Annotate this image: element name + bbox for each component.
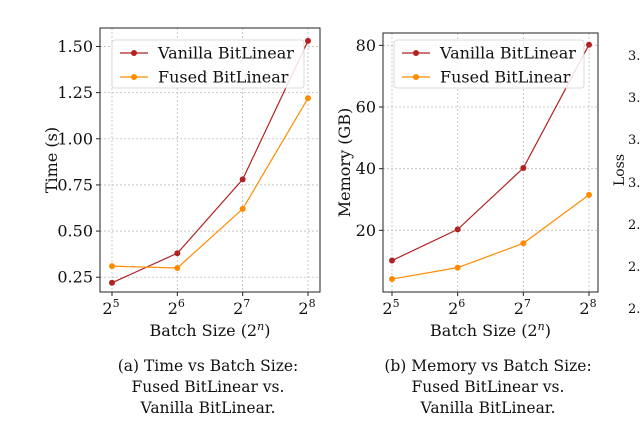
y-tick-label: 2.: [628, 302, 640, 317]
y-axis-label: Loss: [612, 154, 628, 186]
legend-marker: [413, 50, 419, 56]
x-tick-label: 25: [382, 297, 399, 318]
caption-line: Fused BitLinear vs.: [131, 378, 285, 396]
legend-label: Vanilla BitLinear: [439, 44, 576, 63]
x-tick-label: 25: [102, 297, 119, 318]
y-tick-label: 0.75: [57, 175, 93, 194]
caption-line: Vanilla BitLinear.: [420, 399, 556, 417]
x-tick-label: 28: [298, 297, 315, 318]
plot-frame: [99, 27, 321, 293]
x-axis-label: Batch Size (2n): [430, 320, 551, 340]
x-tick-label: 26: [448, 297, 465, 318]
legend-label: Vanilla BitLinear: [157, 44, 294, 63]
y-tick-label: 1.50: [57, 37, 93, 56]
data-point: [586, 191, 592, 198]
legend-marker: [131, 50, 137, 56]
series-line: [111, 97, 309, 269]
y-tick-label: 1.25: [57, 83, 93, 102]
data-point: [109, 263, 115, 270]
x-tick-label: 27: [514, 297, 531, 318]
data-point: [305, 37, 311, 44]
caption-line: Vanilla BitLinear.: [140, 399, 276, 417]
legend-label: Fused BitLinear: [158, 68, 289, 87]
caption-memory-chart: (b) Memory vs Batch Size: Fused BitLinea…: [338, 356, 638, 419]
y-tick-label: 80: [356, 36, 376, 55]
x-tick-label: 26: [168, 297, 185, 318]
y-tick-label: 3.: [628, 176, 640, 191]
data-point: [454, 264, 461, 271]
y-tick-label: 2.: [628, 218, 640, 233]
data-point: [239, 176, 246, 183]
caption-time-chart: (a) Time vs Batch Size: Fused BitLinear …: [58, 356, 358, 419]
data-point: [389, 276, 395, 283]
y-tick-label: 1.00: [57, 129, 93, 148]
data-point: [174, 265, 181, 271]
caption-line: (a) Time vs Batch Size:: [117, 357, 299, 375]
loss-chart-partial: 3. 3. 3. 3. 2. 2. 2. Loss: [612, 49, 640, 317]
legend-box: [393, 39, 585, 89]
y-tick-label: 3.: [628, 91, 640, 106]
legend-marker: [413, 74, 419, 80]
y-tick-label: 2.: [628, 260, 640, 275]
plot-frame: [382, 32, 599, 293]
x-axis-label: Batch Size (2n): [150, 320, 271, 340]
data-point: [109, 279, 115, 286]
data-point: [454, 226, 461, 233]
x-tick-label: 28: [579, 297, 596, 318]
legend-marker: [131, 74, 137, 80]
series-line: [391, 44, 590, 262]
memory-chart: 20 40 60 80 25 26 27 28 Batch Size (2n) Memory (G…: [335, 32, 599, 340]
caption-line: Fused BitLinear vs.: [411, 378, 565, 396]
y-axis-label: Memory (GB): [335, 108, 354, 217]
y-tick-label: 3.: [628, 133, 640, 148]
data-point: [520, 240, 527, 247]
y-tick-label: 60: [356, 98, 376, 117]
y-tick-label: 3.: [628, 49, 640, 64]
y-tick-label: 0.25: [57, 268, 93, 287]
legend-label: Fused BitLinear: [440, 68, 571, 87]
y-tick-label: 20: [356, 221, 376, 240]
data-point: [520, 165, 527, 172]
series-line: [391, 194, 590, 280]
data-point: [586, 41, 592, 48]
data-point: [389, 257, 395, 264]
data-point: [174, 250, 181, 257]
y-tick-label: 40: [356, 159, 376, 178]
data-point: [239, 205, 246, 212]
time-chart: 0.25 0.50 0.75 1.00 1.25 1.50 25 26 27 28 Batch Si…: [42, 27, 321, 340]
x-tick-label: 27: [233, 297, 250, 318]
data-point: [305, 95, 311, 102]
y-tick-label: 0.50: [57, 222, 93, 241]
legend-box: [111, 39, 305, 89]
caption-line: (b) Memory vs Batch Size:: [384, 357, 592, 375]
y-axis-label: Time (s): [42, 127, 61, 193]
series-line: [111, 40, 309, 284]
